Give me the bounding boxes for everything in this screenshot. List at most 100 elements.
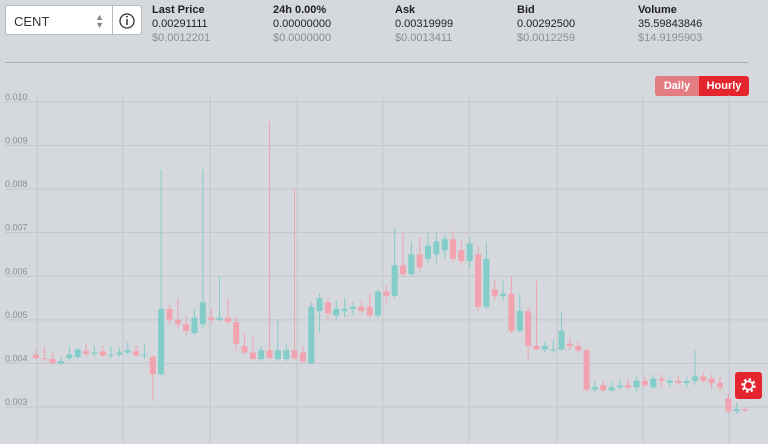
candle-body — [216, 317, 223, 320]
y-tick-label: 0.010 — [5, 92, 28, 102]
candle-body — [258, 350, 265, 360]
separator — [5, 62, 748, 63]
stat: Last Price 0.00291111 $0.0012201 — [152, 4, 210, 45]
candle-body — [116, 352, 123, 355]
candle-body — [266, 350, 273, 359]
candle-body — [99, 351, 106, 356]
y-tick-label: 0.008 — [5, 179, 28, 189]
candle-body — [725, 398, 732, 412]
candle-body — [324, 302, 331, 314]
candle-body — [283, 350, 290, 360]
candle-body — [416, 254, 423, 268]
candle-body — [124, 350, 131, 353]
market-selector[interactable]: CENT ▲ ▼ — [5, 5, 113, 35]
y-tick-label: 0.004 — [5, 353, 28, 363]
candle-body — [41, 358, 48, 360]
stat-usd: $14.9195903 — [638, 32, 703, 44]
y-tick-label: 0.009 — [5, 136, 28, 146]
candle-body — [433, 241, 440, 255]
candle-body — [341, 308, 348, 312]
candle-body — [224, 317, 231, 323]
candle-body — [566, 343, 573, 346]
candle-body — [183, 324, 190, 331]
candle-body — [191, 317, 198, 333]
candle-body — [700, 376, 707, 381]
stat: Volume 35.59843846 $14.9195903 — [638, 4, 702, 45]
daily-button[interactable]: Daily — [655, 76, 699, 96]
stat-label: Ask — [395, 4, 416, 16]
candle-body — [199, 302, 206, 325]
candle-body — [391, 265, 398, 296]
candle-body — [625, 385, 632, 388]
candle-body — [516, 311, 523, 331]
candle-body — [158, 308, 165, 375]
stat-label: Bid — [517, 4, 535, 16]
candle-body — [491, 289, 498, 296]
candle-body — [508, 293, 515, 331]
candle-body — [299, 352, 306, 362]
candle-body — [716, 383, 723, 388]
candle-body — [91, 352, 98, 354]
candle-body — [742, 409, 748, 411]
y-tick-label: 0.007 — [5, 223, 28, 233]
settings-button[interactable] — [735, 372, 762, 399]
candle-body — [358, 306, 365, 312]
y-tick-label: 0.006 — [5, 266, 28, 276]
candle-body — [608, 387, 615, 391]
candle-body — [274, 350, 281, 360]
candle-body — [733, 409, 740, 412]
candle-body — [74, 349, 81, 357]
stat-label: Volume — [638, 4, 677, 16]
stat-value: 0.00319999 — [395, 18, 454, 30]
candle-body — [166, 308, 173, 320]
candle-body — [58, 361, 65, 364]
candle-body — [616, 385, 623, 388]
candle-body — [641, 380, 648, 386]
candle-body — [349, 306, 356, 309]
info-button[interactable] — [113, 5, 142, 35]
y-tick-label: 0.005 — [5, 310, 28, 320]
stat-label: 24h 0.00% — [273, 4, 327, 16]
stat-value: 0.00292500 — [517, 18, 576, 30]
stat-label: Last Price — [152, 4, 205, 16]
candle-body — [525, 311, 532, 346]
candle-body — [374, 291, 381, 316]
candle-body — [575, 345, 582, 351]
candle-body — [458, 250, 465, 262]
stat-usd: $0.0012201 — [152, 32, 211, 44]
candle-body — [666, 380, 673, 384]
candle-body — [233, 322, 240, 344]
candle-body — [83, 351, 90, 354]
candle-body — [333, 308, 340, 316]
candle-body — [425, 245, 432, 259]
candle-body — [466, 243, 473, 262]
candle-body — [658, 378, 665, 381]
candle-body — [541, 345, 548, 350]
stat: 24h 0.00% 0.00000000 $0.0000000 — [273, 4, 331, 45]
stat-usd: $0.0000000 — [273, 32, 332, 44]
candle-body — [66, 354, 73, 359]
selector-arrows: ▲ ▼ — [95, 12, 104, 30]
candle-body — [583, 350, 590, 390]
candle-body — [383, 291, 390, 296]
candle-body — [316, 298, 323, 312]
candle-body — [249, 352, 256, 360]
candle-body — [600, 385, 607, 391]
stat-value: 35.59843846 — [638, 18, 703, 30]
candle-body — [174, 319, 181, 325]
candle-body — [208, 317, 215, 320]
candle-body — [49, 359, 56, 364]
candle-body — [533, 345, 540, 350]
candle-body — [691, 376, 698, 381]
candle-body — [633, 380, 640, 388]
stat: Bid 0.00292500 $0.0012259 — [517, 4, 575, 45]
hourly-button[interactable]: Hourly — [699, 76, 749, 96]
info-icon — [119, 13, 135, 29]
stat-usd: $0.0013411 — [395, 32, 453, 44]
candle-body — [366, 306, 373, 316]
candle-body — [141, 354, 148, 356]
candle-body — [441, 239, 448, 251]
stat-usd: $0.0012259 — [517, 32, 576, 44]
candle-body — [108, 354, 115, 356]
